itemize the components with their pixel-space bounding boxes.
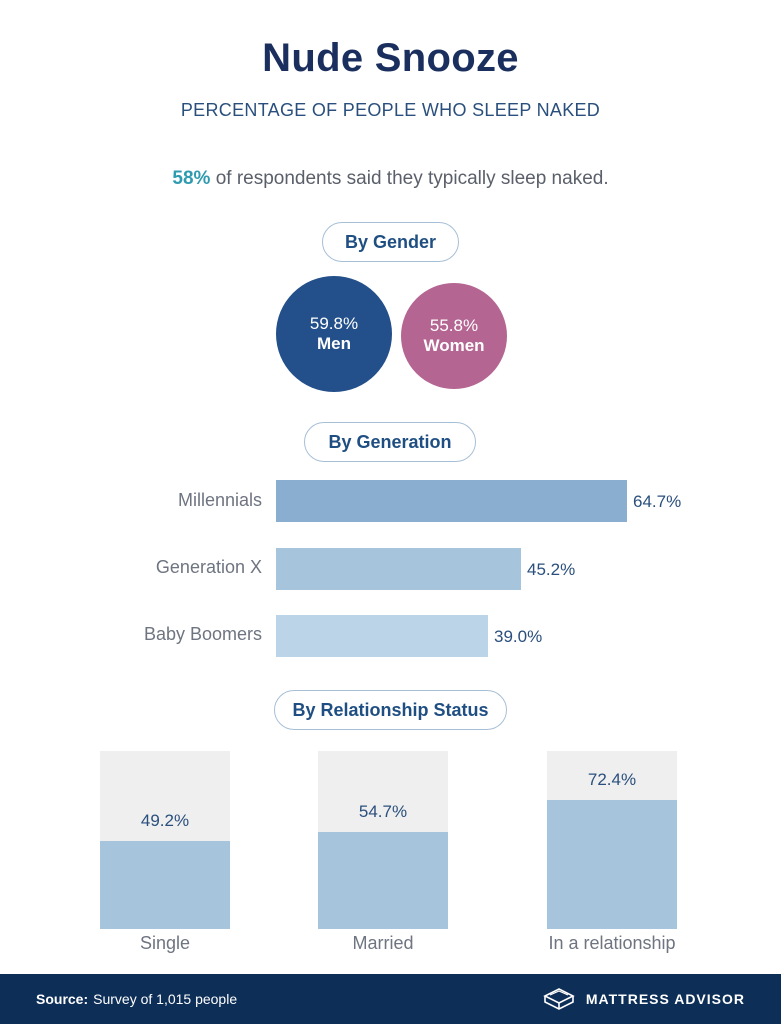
gender-circle-men: 59.8% Men — [276, 276, 392, 392]
relationship-label-in-a-relationship: In a relationship — [548, 933, 676, 953]
headline: 58% of respondents said they typically s… — [0, 168, 781, 190]
source-note: Source: Survey of 1,015 people — [36, 974, 237, 1024]
relationship-label-single: Single — [139, 933, 191, 953]
relationship-value-in-a-relationship: 72.4% — [587, 770, 637, 789]
footer-bar: Source: Survey of 1,015 people MATTRESS … — [0, 974, 781, 1024]
generation-bar-boomers — [276, 615, 488, 657]
generation-label-boomers: Baby Boomers — [143, 624, 262, 644]
relationship-column-married: 54.7% — [318, 751, 448, 929]
gender-circle-women: 55.8% Women — [401, 283, 507, 389]
mattress-icon — [543, 988, 575, 1010]
gender-women-label: Women — [423, 336, 485, 355]
brand-name: MATTRESS ADVISOR — [585, 991, 745, 1007]
page-subtitle: PERCENTAGE OF PEOPLE WHO SLEEP NAKED — [180, 100, 601, 120]
generation-bar-genx — [276, 548, 521, 590]
section-pill-generation: By Generation — [304, 422, 476, 462]
headline-percent: 58% — [172, 168, 211, 189]
relationship-column-in-a-relationship: 72.4% — [547, 751, 677, 929]
section-pill-relationship: By Relationship Status — [274, 690, 507, 730]
relationship-column-single: 49.2% — [100, 751, 230, 929]
page-title: Nude Snooze — [262, 36, 519, 80]
generation-value-genx: 45.2% — [527, 560, 576, 579]
gender-men-value: 59.8% — [309, 314, 359, 333]
relationship-value-married: 54.7% — [358, 802, 408, 821]
relationship-label-married: Married — [352, 933, 414, 953]
relationship-bar-in-a-relationship — [547, 800, 677, 929]
generation-value-boomers: 39.0% — [494, 627, 543, 646]
relationship-bar-married — [318, 832, 448, 929]
relationship-value-single: 49.2% — [140, 811, 190, 830]
source-label: Source: — [36, 991, 89, 1007]
relationship-bar-single — [100, 841, 230, 929]
generation-value-millennials: 64.7% — [633, 492, 682, 511]
source-text: Survey of 1,015 people — [93, 991, 238, 1007]
headline-text: of respondents said they typically sleep… — [210, 168, 609, 189]
generation-bar-millennials — [276, 480, 627, 522]
section-pill-gender: By Gender — [322, 222, 459, 262]
brand-logo: MATTRESS ADVISOR — [542, 974, 745, 1024]
gender-men-label: Men — [317, 334, 351, 353]
generation-label-genx: Generation X — [155, 557, 262, 577]
generation-label-millennials: Millennials — [177, 490, 262, 510]
gender-women-value: 55.8% — [429, 316, 479, 335]
